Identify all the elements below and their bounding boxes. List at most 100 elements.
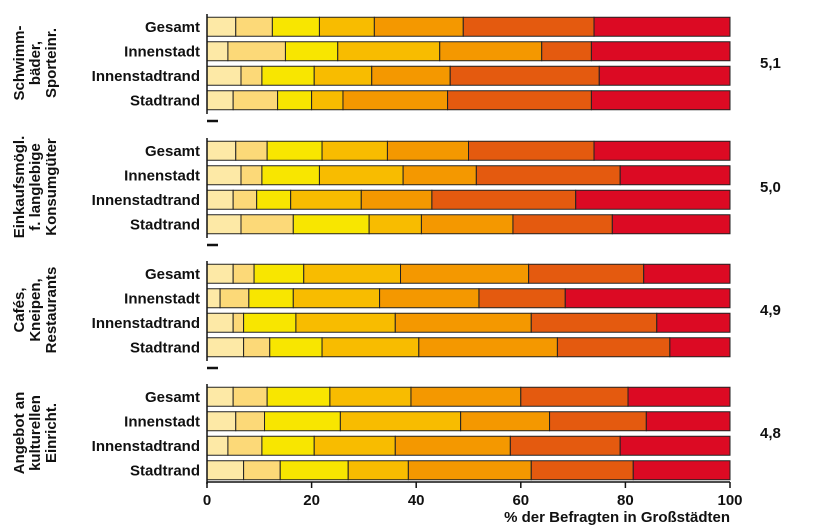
bar-segment (371, 65, 451, 86)
group-label-line: Angebot an (11, 392, 28, 475)
bar-segment (261, 435, 315, 456)
x-tick-label: 60 (512, 492, 529, 509)
bar-segment (240, 165, 263, 186)
group-label-line: Restaurants (43, 267, 60, 354)
bar-segment (449, 65, 600, 86)
bar-segment (264, 411, 341, 432)
x-axis: 0 20 40 60 80 100 (203, 14, 743, 509)
bar-segment (290, 189, 362, 210)
bar-segment (400, 263, 530, 284)
group-value-label: 4,9 (760, 302, 781, 319)
x-tick-label: 100 (717, 492, 742, 509)
x-tick-label: 20 (303, 492, 320, 509)
bar-segment (206, 65, 242, 86)
group-label: Cafés,Kneipen,Restaurants (11, 267, 60, 354)
bar-segment (541, 41, 592, 62)
row-label: Stadtrand (130, 92, 200, 109)
bar-segment (590, 90, 731, 111)
bar-segment (253, 263, 305, 284)
bar-segment (295, 312, 396, 333)
bar-segment (206, 140, 237, 161)
bar-segment (321, 337, 420, 358)
row-label: Innenstadt (124, 413, 200, 430)
bar-segment (379, 288, 480, 309)
group-label: Einkaufsmögl.f. langlebigeKonsumgüter (11, 136, 60, 239)
row-label: Gesamt (145, 389, 200, 406)
bar-segment (266, 140, 323, 161)
x-tick-label: 0 (203, 492, 211, 509)
bar-segment (318, 165, 404, 186)
bar-segment (418, 337, 558, 358)
bar-segment (431, 189, 577, 210)
group-label-line: Einkaufsmögl. (11, 136, 28, 239)
bar-segment (313, 65, 373, 86)
bar-segment (593, 140, 731, 161)
bar-segment (261, 165, 320, 186)
bar-segment (611, 214, 731, 235)
bar-segment (279, 460, 349, 481)
bar-segment (235, 411, 266, 432)
bar-segment (530, 460, 634, 481)
bar-segment (593, 16, 731, 37)
bar-segment (232, 312, 245, 333)
bar-segment (206, 435, 229, 456)
x-tick-label: 80 (617, 492, 634, 509)
bar-segment (632, 460, 731, 481)
row-label: Gesamt (145, 19, 200, 36)
bar-segment (261, 65, 315, 86)
group-label-line: f. langlebige (27, 143, 44, 231)
bar-segment (206, 165, 242, 186)
bar-segment (206, 460, 245, 481)
bar-segment (243, 460, 281, 481)
bar-segment (240, 65, 263, 86)
bar-segment (206, 288, 221, 309)
bar-segment (329, 386, 412, 407)
bar-segment (386, 140, 469, 161)
bar-segment (402, 165, 477, 186)
group-label: Angebot ankulturellenEinricht. (11, 392, 60, 475)
bar-segment (339, 411, 462, 432)
bar-segment (656, 312, 731, 333)
bar-segment (227, 41, 286, 62)
bar-segment (256, 189, 292, 210)
bar-segment (269, 337, 323, 358)
bar-segment (232, 263, 255, 284)
bar-segment (292, 214, 370, 235)
bar-segment (206, 337, 245, 358)
row-label: Innenstadt (124, 43, 200, 60)
group-label-line: bäder, (27, 41, 44, 85)
bar-segment (462, 16, 595, 37)
bar-segment (232, 189, 258, 210)
bar-segment (669, 337, 731, 358)
bar-segment (619, 435, 731, 456)
row-label: Gesamt (145, 143, 200, 160)
row-label: Innenstadtrand (92, 192, 200, 209)
bar-segment (645, 411, 731, 432)
bar-segment (266, 386, 331, 407)
group-label-line: Sporteinr. (43, 28, 60, 98)
bar-segment (394, 435, 511, 456)
bar-segment (243, 337, 271, 358)
bar-segment (368, 214, 422, 235)
bar-segment (420, 214, 514, 235)
bar-segment (556, 337, 671, 358)
group-label: Schwimm-bäder,Sporteinr. (11, 25, 60, 100)
row-label: Stadtrand (130, 216, 200, 233)
bar-segment (243, 312, 297, 333)
bar-segment (549, 411, 647, 432)
bar-segment (206, 386, 234, 407)
row-label: Innenstadt (124, 290, 200, 307)
bar-segment (292, 288, 381, 309)
bar-segment (206, 41, 229, 62)
row-label: Innenstadtrand (92, 438, 200, 455)
bar-segment (337, 41, 441, 62)
bar-segment (303, 263, 402, 284)
bar-segment (564, 288, 731, 309)
group-label-line: Kneipen, (27, 278, 44, 341)
bar-segment (520, 386, 629, 407)
bar-segment (321, 140, 388, 161)
bar-segment (439, 41, 543, 62)
bar-segment (232, 90, 279, 111)
group-label-line: Schwimm- (11, 25, 28, 100)
